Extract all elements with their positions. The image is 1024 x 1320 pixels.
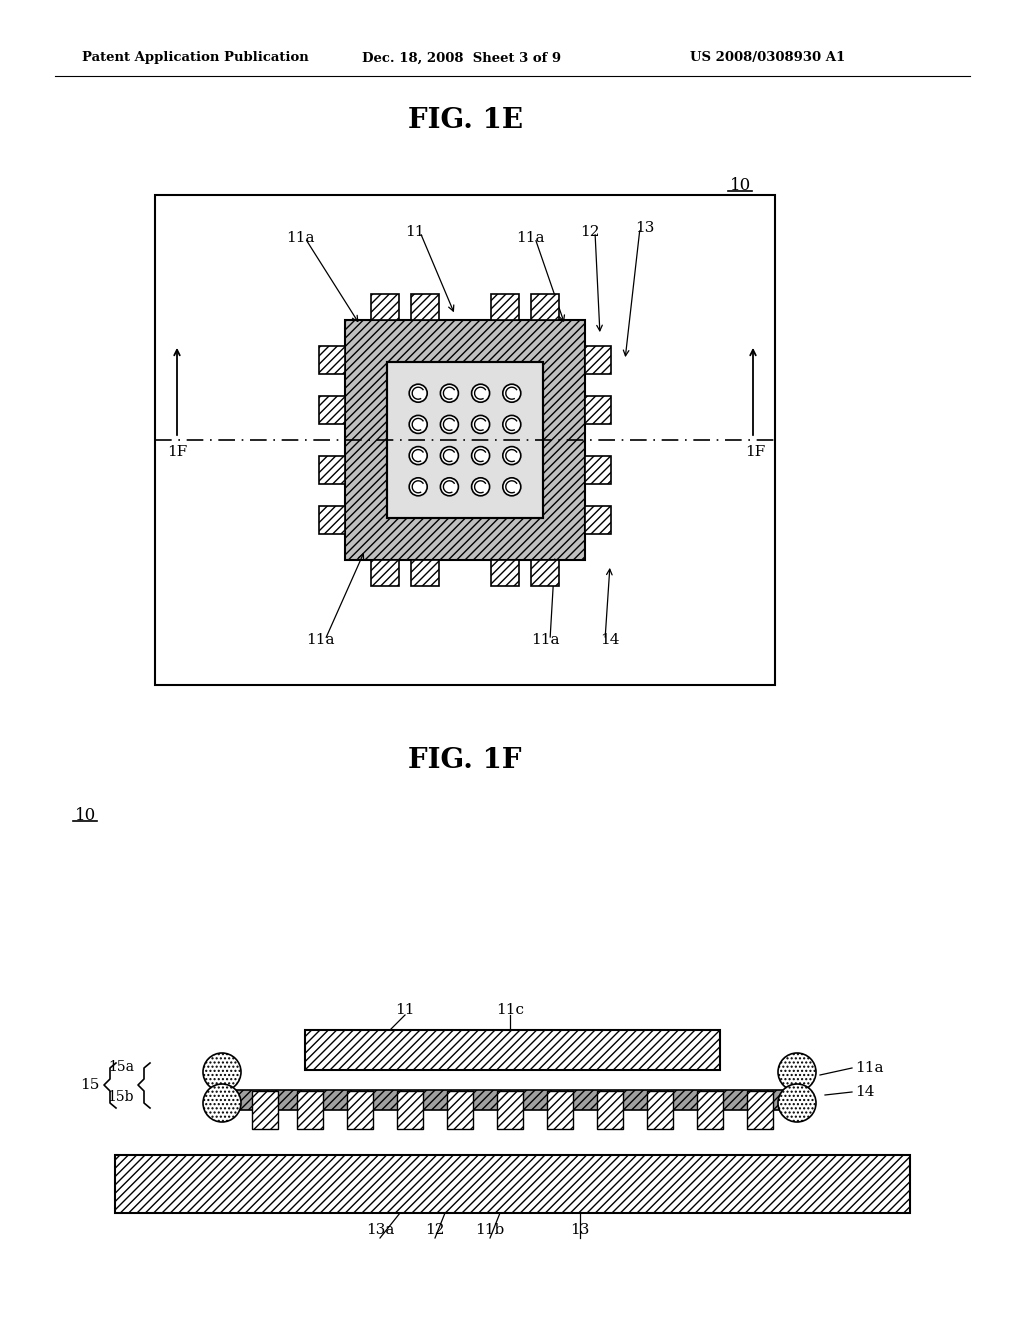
Bar [647, 1092, 673, 1129]
Bar [371, 560, 399, 586]
Text: 11a: 11a [516, 231, 544, 246]
Bar [531, 560, 559, 586]
Circle shape [203, 1053, 241, 1092]
Text: 13: 13 [635, 220, 654, 235]
Text: 1F: 1F [167, 445, 187, 459]
Circle shape [472, 384, 489, 403]
Bar [252, 1092, 278, 1129]
Text: 11a: 11a [306, 634, 334, 647]
Bar [585, 396, 611, 424]
Bar [411, 560, 439, 586]
Bar [497, 1092, 523, 1129]
Circle shape [472, 446, 489, 465]
Text: 15: 15 [81, 1078, 100, 1092]
Text: 12: 12 [581, 224, 600, 239]
Bar [319, 455, 345, 484]
Bar [387, 362, 543, 517]
Text: 1F: 1F [744, 445, 765, 459]
Circle shape [778, 1053, 816, 1092]
Bar [746, 1092, 773, 1129]
Text: 15a: 15a [108, 1060, 134, 1074]
Circle shape [410, 446, 427, 465]
Circle shape [503, 384, 521, 403]
Circle shape [440, 416, 459, 433]
Text: 14: 14 [855, 1085, 874, 1100]
Bar [490, 294, 519, 319]
Text: 14: 14 [600, 634, 620, 647]
Bar [585, 455, 611, 484]
Bar [319, 506, 345, 535]
Bar [387, 362, 543, 517]
Text: FIG. 1F: FIG. 1F [409, 747, 522, 774]
Text: 11: 11 [395, 1003, 415, 1016]
Text: 11b: 11b [475, 1224, 505, 1237]
Bar [345, 319, 585, 560]
Bar [297, 1092, 323, 1129]
Circle shape [440, 478, 459, 496]
Bar [319, 396, 345, 424]
Circle shape [472, 478, 489, 496]
Text: 10: 10 [730, 177, 752, 194]
Text: 13a: 13a [366, 1224, 394, 1237]
Circle shape [503, 446, 521, 465]
Text: 11a: 11a [530, 634, 559, 647]
Circle shape [410, 384, 427, 403]
Circle shape [778, 1084, 816, 1122]
Bar [447, 1092, 473, 1129]
Circle shape [503, 478, 521, 496]
Bar [531, 294, 559, 319]
Bar [387, 362, 543, 517]
Text: 10: 10 [75, 807, 96, 824]
Bar [397, 1092, 423, 1129]
Circle shape [410, 478, 427, 496]
Text: 12: 12 [425, 1224, 444, 1237]
Bar [345, 319, 585, 560]
Bar [305, 1030, 720, 1071]
Circle shape [503, 416, 521, 433]
Text: Patent Application Publication: Patent Application Publication [82, 51, 309, 65]
Circle shape [472, 416, 489, 433]
Bar [115, 1155, 910, 1213]
Circle shape [203, 1084, 241, 1122]
Bar [585, 506, 611, 535]
Text: FIG. 1E: FIG. 1E [408, 107, 522, 133]
Text: 11: 11 [406, 224, 425, 239]
Text: 11a: 11a [855, 1061, 884, 1074]
Text: 11a: 11a [286, 231, 314, 246]
Bar [319, 346, 345, 374]
Text: Dec. 18, 2008  Sheet 3 of 9: Dec. 18, 2008 Sheet 3 of 9 [362, 51, 561, 65]
Text: 11c: 11c [496, 1003, 524, 1016]
Bar [597, 1092, 623, 1129]
Circle shape [440, 446, 459, 465]
Bar [347, 1092, 373, 1129]
Bar [371, 294, 399, 319]
Text: 15b: 15b [108, 1090, 134, 1104]
Bar [547, 1092, 573, 1129]
Circle shape [440, 384, 459, 403]
Bar [155, 195, 775, 685]
Text: US 2008/0308930 A1: US 2008/0308930 A1 [690, 51, 845, 65]
Bar [490, 560, 519, 586]
Bar [210, 1090, 810, 1110]
Bar [411, 294, 439, 319]
Text: 13: 13 [570, 1224, 590, 1237]
Bar [697, 1092, 723, 1129]
Circle shape [410, 416, 427, 433]
Bar [585, 346, 611, 374]
